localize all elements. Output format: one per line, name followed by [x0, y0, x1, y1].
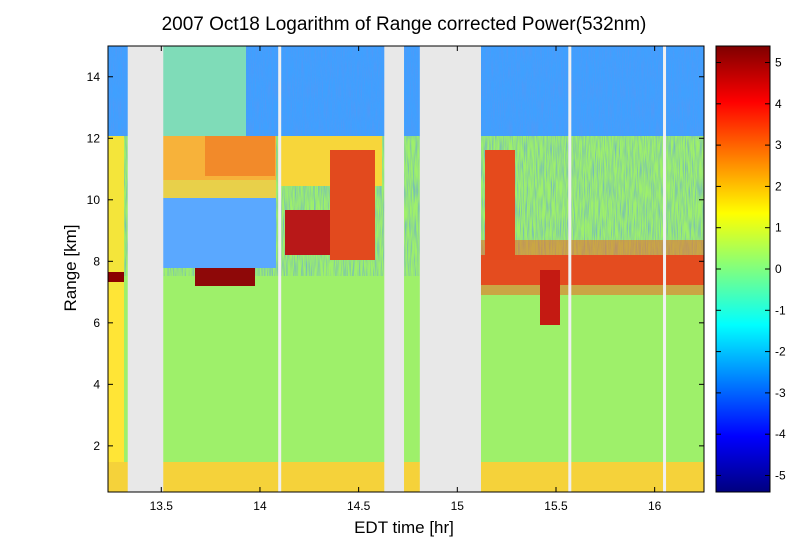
colorbar-tick-label: -2 [775, 345, 786, 359]
data-gap [419, 46, 481, 492]
x-tick-label: 14 [253, 499, 267, 513]
y-axis: 2 4 6 8 10 12 14 [87, 70, 704, 453]
thin-data-gap [663, 46, 667, 492]
colorbar-ticks: 5 4 3 2 1 0 -1 -2 -3 -4 -5 [716, 56, 786, 482]
thin-data-gap [568, 46, 572, 492]
cirrus-base [156, 180, 276, 198]
y-tick-label: 2 [93, 439, 100, 453]
x-axis: 13.5 14 14.5 15 15.5 16 [150, 46, 662, 513]
colorbar-tick-label: 2 [775, 179, 782, 193]
colorbar-tick-label: 5 [775, 56, 782, 70]
x-tick-label: 14.5 [347, 499, 371, 513]
y-tick-label: 14 [87, 70, 101, 84]
right-cloud-plume [485, 150, 515, 260]
colorbar: 5 4 3 2 1 0 -1 -2 -3 -4 -5 [715, 45, 786, 493]
x-tick-label: 16 [648, 499, 662, 513]
x-axis-label: EDT time [hr] [354, 518, 454, 537]
data-gap [127, 46, 164, 492]
left-cloud-band [108, 272, 124, 282]
y-tick-label: 10 [87, 193, 101, 207]
data-gaps [127, 46, 667, 492]
data-gap [384, 46, 405, 492]
colorbar-tick-label: -4 [775, 427, 786, 441]
y-axis-label: Range [km] [61, 225, 80, 312]
x-tick-label: 15 [451, 499, 465, 513]
y-tick-label: 8 [93, 254, 100, 268]
boundary-layer [108, 462, 704, 492]
chart-title: 2007 Oct18 Logarithm of Range corrected … [162, 14, 647, 35]
thin-data-gap [278, 46, 282, 492]
colorbar-tick-label: -1 [775, 303, 786, 317]
mid-cloud-streak [330, 150, 375, 260]
colorbar-tick-label: 3 [775, 138, 782, 152]
right-cloud-base [478, 240, 704, 295]
colorbar-tick-label: -3 [775, 386, 786, 400]
right-cloud-fallstreak [540, 270, 560, 325]
x-tick-label: 13.5 [150, 499, 174, 513]
colorbar-tick-label: -5 [775, 468, 786, 482]
left-column-surface [108, 290, 124, 490]
upper-left-green [156, 46, 246, 136]
colorbar-tick-label: 4 [775, 97, 782, 111]
y-tick-label: 6 [93, 316, 100, 330]
colorbar-tick-label: 0 [775, 262, 782, 276]
colorbar-tick-label: 1 [775, 221, 782, 235]
y-tick-label: 4 [93, 377, 100, 391]
colorbar-gradient [716, 46, 770, 492]
plot-frame [107, 45, 705, 493]
y-tick-label: 12 [87, 131, 101, 145]
left-cloud-streak [195, 268, 255, 286]
x-tick-label: 15.5 [544, 499, 568, 513]
blue-gap-region [156, 198, 276, 268]
heatmap-fields [108, 46, 704, 492]
heatmap [108, 46, 704, 492]
cirrus-core [205, 136, 275, 176]
